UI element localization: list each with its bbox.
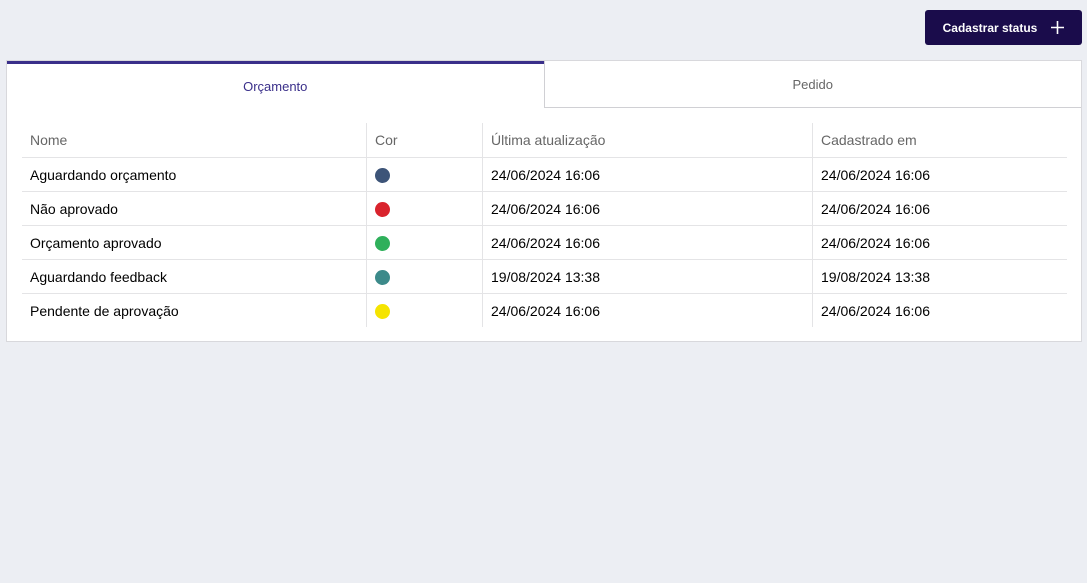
table-row: Não aprovado 24/06/2024 16:06 24/06/2024 1… xyxy=(22,191,1067,226)
updated-at: 24/06/2024 16:06 xyxy=(482,157,813,192)
status-color-cell xyxy=(366,191,483,226)
status-color-cell xyxy=(366,259,483,294)
status-color-cell xyxy=(366,157,483,192)
created-at: 24/06/2024 16:06 xyxy=(812,225,1067,260)
updated-at: 24/06/2024 16:06 xyxy=(482,225,813,260)
tabs: Orçamento Pedido xyxy=(7,61,1081,108)
card: Orçamento Pedido Nome Cor Última atualizaç… xyxy=(6,60,1082,342)
status-name: Não aprovado xyxy=(22,191,367,226)
column-header: Nome xyxy=(22,123,367,158)
created-at: 19/08/2024 13:38 xyxy=(812,259,1067,294)
table-row: Aguardando feedback 19/08/2024 13:38 19/08… xyxy=(22,259,1067,294)
column-header: Última atualização xyxy=(482,123,813,158)
updated-at: 19/08/2024 13:38 xyxy=(482,259,813,294)
table-row: Orçamento aprovado 24/06/2024 16:06 24/06/… xyxy=(22,225,1067,260)
table-body: Aguardando orçamento 24/06/2024 16:06 24/0… xyxy=(22,157,1067,327)
status-color-cell xyxy=(366,293,483,327)
color-dot xyxy=(375,303,390,319)
status-table: Nome Cor Última atualização Cadastrado em A… xyxy=(22,123,1067,327)
status-name: Pendente de aprovação xyxy=(30,302,179,319)
table-row: Pendente de aprovação 24/06/2024 16:06 24/… xyxy=(22,293,1067,327)
header-row: Nome Cor Última atualização Cadastrado em xyxy=(22,123,1067,158)
tab[interactable]: Orçamento xyxy=(7,61,544,108)
column-header: Cadastrado em xyxy=(812,123,1067,158)
status-name: Orçamento aprovado xyxy=(22,225,367,260)
column-header: Cor xyxy=(366,123,483,158)
created-at: 24/06/2024 16:06 xyxy=(812,293,1067,327)
table-row: Aguardando orçamento 24/06/2024 16:06 24/0… xyxy=(22,157,1067,192)
updated-at: 24/06/2024 16:06 xyxy=(482,191,813,226)
status-name: Aguardando feedback xyxy=(22,259,367,294)
color-dot xyxy=(375,235,390,251)
plus-icon xyxy=(1051,21,1065,34)
tab[interactable]: Pedido xyxy=(543,61,1081,108)
created-at: 24/06/2024 16:06 xyxy=(812,191,1067,226)
status-name: Aguardando orçamento xyxy=(22,157,367,192)
color-dot xyxy=(375,167,390,183)
updated-at: 24/06/2024 16:06 xyxy=(482,293,813,327)
status-color-cell xyxy=(366,225,483,260)
button-label: Cadastrar status xyxy=(942,20,1038,35)
created-at: 24/06/2024 16:06 xyxy=(812,157,1067,192)
add-status-button[interactable]: Cadastrar status xyxy=(925,10,1082,45)
color-dot xyxy=(375,269,390,285)
color-dot xyxy=(375,201,390,217)
